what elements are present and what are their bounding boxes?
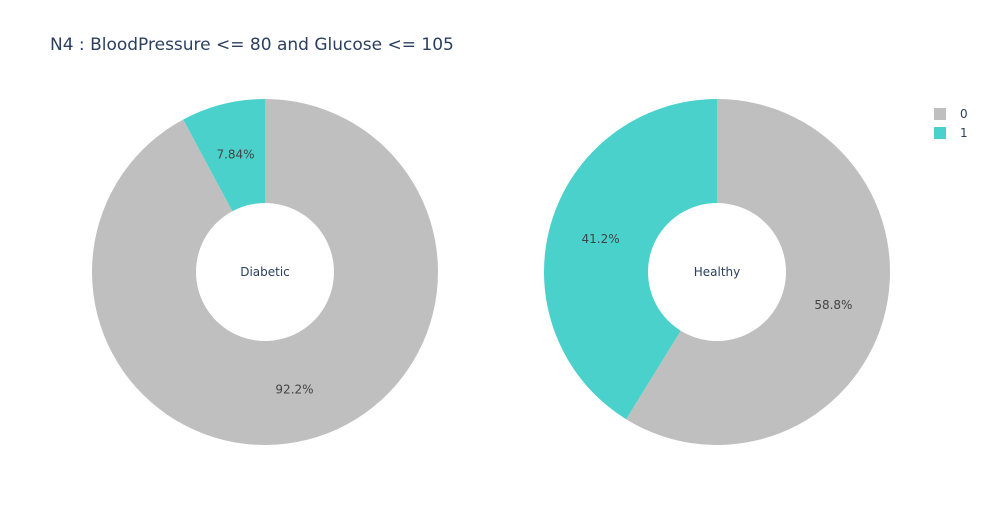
legend-item-1[interactable]: 1 [934,126,968,140]
legend-item-0[interactable]: 0 [934,107,968,121]
pie-slice-0[interactable] [626,99,891,445]
donut-center-label: Healthy [694,265,741,279]
chart-title: N4 : BloodPressure <= 80 and Glucose <= … [50,35,454,55]
legend[interactable]: 01 [934,107,968,140]
pie-slice-1[interactable] [183,99,265,212]
donut-chart-healthy: 58.8% 41.2% Healthy [544,99,891,445]
legend-label: 1 [960,126,968,140]
pie-charts-group: 92.2% 7.84% Diabetic 58.8% 41.2% Healthy [91,99,891,445]
slice-percent-label: 7.84% [216,148,254,162]
slice-percent-label: 41.2% [582,232,620,246]
legend-swatch [934,108,946,120]
slice-percent-label: 92.2% [275,382,313,396]
pie-slice-0[interactable] [91,99,438,445]
legend-swatch [934,127,946,139]
pie-slice-1[interactable] [544,99,717,420]
donut-center-label: Diabetic [240,265,290,279]
donut-chart-diabetic: 92.2% 7.84% Diabetic [91,99,438,445]
slice-percent-label: 58.8% [814,298,852,312]
legend-label: 0 [960,107,968,121]
